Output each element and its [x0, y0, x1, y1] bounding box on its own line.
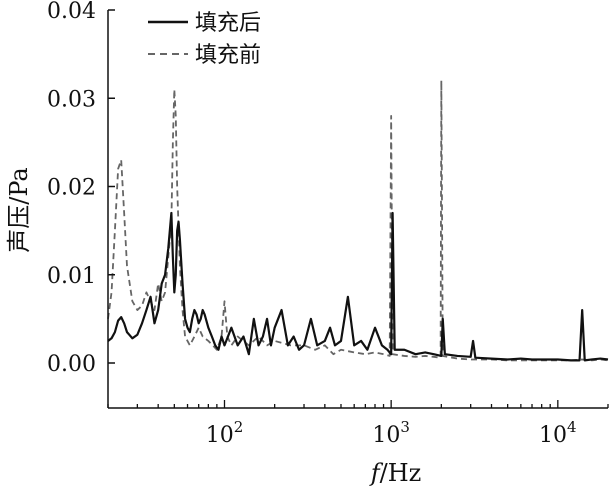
- x-tick-label: 104: [539, 418, 577, 448]
- series-line-before: [107, 79, 609, 362]
- y-tick-label: 0.01: [47, 264, 96, 289]
- y-tick-label: 0.00: [47, 352, 96, 377]
- legend-label-before: 填充前: [195, 43, 261, 68]
- x-axis-label: f/Hz: [369, 459, 422, 487]
- x-tick-label: 103: [372, 418, 410, 448]
- y-tick-label: 0.04: [47, 0, 96, 24]
- legend-label-after: 填充后: [195, 11, 261, 36]
- legend: 填充后 填充前: [148, 11, 261, 68]
- x-ticks: 102 103 104: [107, 400, 609, 448]
- x-axis-label-unit: /Hz: [380, 459, 422, 487]
- series-line-after: [107, 211, 609, 362]
- y-ticks: 0.00 0.01 0.02 0.03 0.04: [47, 0, 115, 377]
- y-tick-label: 0.03: [47, 87, 96, 112]
- series-layer: [107, 79, 609, 362]
- y-axis-label: 声压/Pa: [5, 167, 33, 252]
- x-tick-label: 102: [206, 418, 244, 448]
- axes-layer: [107, 10, 608, 409]
- y-tick-label: 0.02: [47, 176, 96, 201]
